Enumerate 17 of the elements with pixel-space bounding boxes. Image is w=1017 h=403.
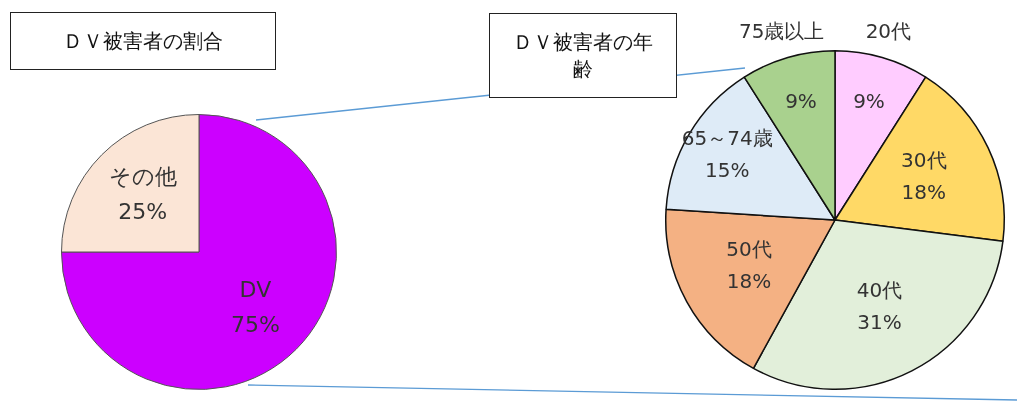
data-label: 9% (785, 89, 817, 114)
data-label: 31% (857, 309, 902, 334)
data-label: 18% (901, 180, 947, 205)
data-label: 15% (704, 158, 750, 183)
slice-label: 40代 (856, 277, 903, 302)
data-label: 18% (726, 269, 772, 294)
slice-label: DV (239, 276, 272, 302)
chart-title: ＤＶ被害者の割合 (10, 12, 276, 70)
slice-label: その他 (108, 163, 177, 189)
slice-label: 30代 (901, 148, 947, 173)
text: ＤＶ被害者の年齢 (489, 13, 677, 98)
data-label: 25% (118, 198, 168, 224)
slice-label: 75歳以上 (738, 18, 825, 43)
data-label: 75% (230, 311, 280, 337)
slice-label: 20代 (865, 18, 912, 43)
data-label: 9% (853, 89, 885, 114)
slice-label: 50代 (726, 237, 772, 262)
